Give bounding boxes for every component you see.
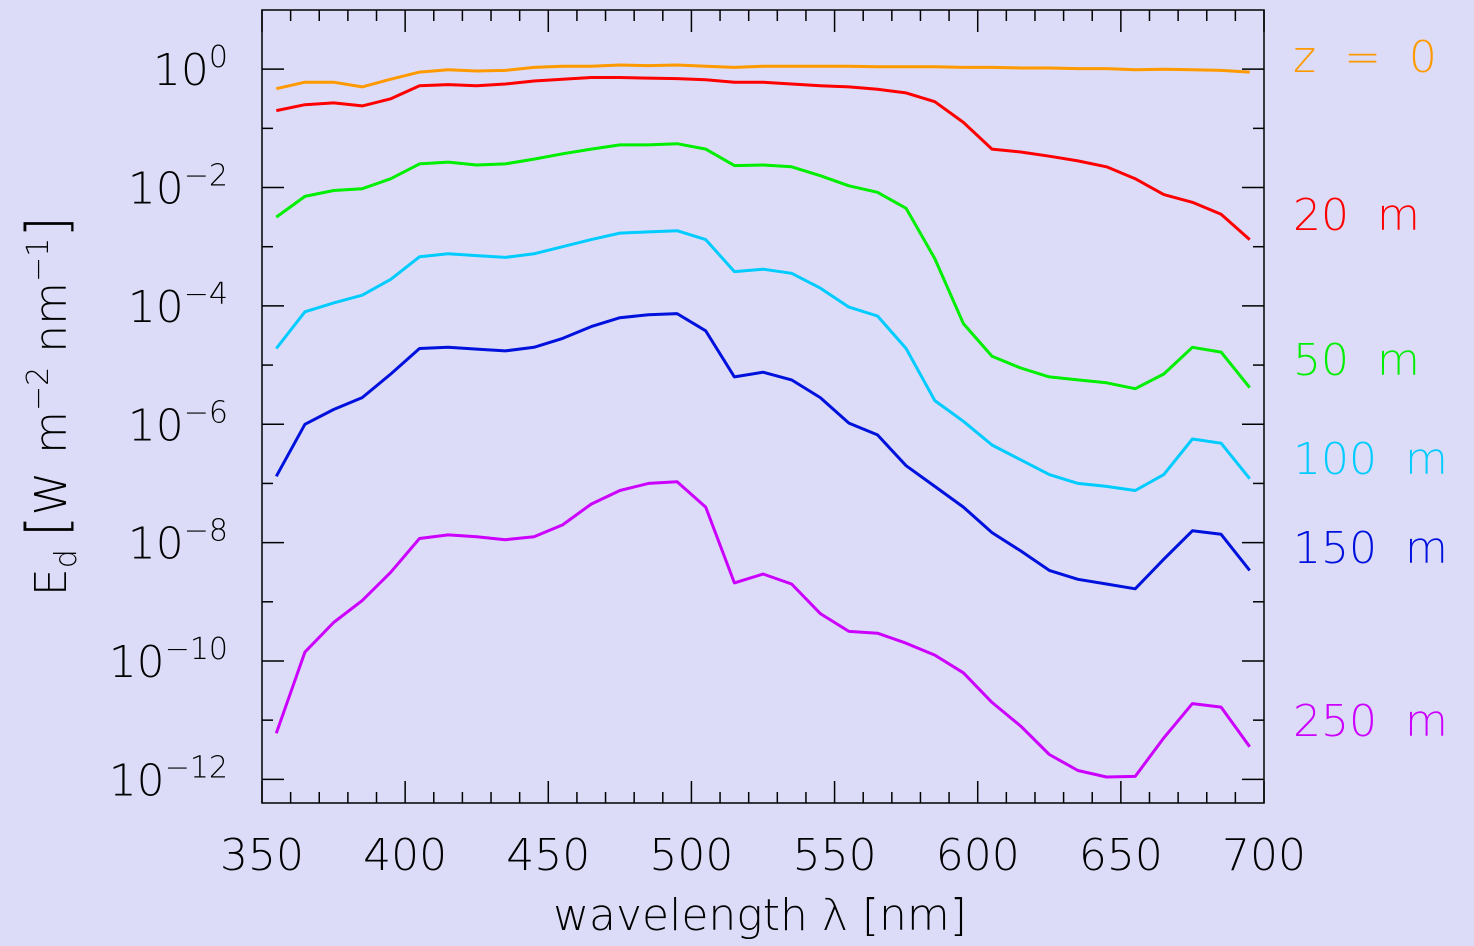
series-line-3 <box>275 229 1251 492</box>
series-lines <box>274 63 1251 779</box>
x-tick-label-700: 700 <box>1222 830 1306 881</box>
y-tick-label--12: 10−12 <box>109 750 228 806</box>
x-axis-ticks <box>261 10 1265 803</box>
y-tick-label-0: 100 <box>153 40 228 96</box>
x-tick-label-550: 550 <box>793 830 877 881</box>
series-label-1: 20 m <box>1293 190 1420 241</box>
series-label-2: 50 m <box>1293 335 1420 386</box>
y-tick-label--10: 10−10 <box>109 632 228 688</box>
plot-frame <box>261 9 1265 804</box>
x-tick-label-600: 600 <box>936 830 1020 881</box>
x-tick-label-400: 400 <box>363 830 447 881</box>
series-label-4: 150 m <box>1293 523 1448 574</box>
y-tick-label--8: 10−8 <box>128 514 228 570</box>
y-axis-tick-labels: 100 10−2 10−4 10−6 10−8 10−10 10−12 <box>109 40 228 806</box>
series-line-2 <box>275 142 1251 391</box>
y-axis-title-subscript: d <box>49 549 84 568</box>
y-axis-title-exp2: −1 <box>21 238 56 282</box>
y-tick-label--2: 10−2 <box>128 159 228 215</box>
y-axis-title-watt: W <box>26 472 77 516</box>
x-axis-title: wavelength λ [nm] <box>553 890 967 941</box>
x-tick-label-650: 650 <box>1079 830 1163 881</box>
y-tick-label--4: 10−4 <box>128 277 228 333</box>
series-label-3: 100 m <box>1293 434 1448 485</box>
x-axis-tick-labels: 350 400 450 500 550 600 650 700 <box>220 830 1306 881</box>
y-axis-title-bracket-close: ] <box>15 216 80 238</box>
series-line-0 <box>275 63 1250 91</box>
y-axis-title-exp1: −2 <box>21 367 56 411</box>
x-tick-label-450: 450 <box>506 830 590 881</box>
series-label-5: 250 m <box>1293 696 1448 747</box>
series-annotations: z = 0 20 m 50 m 100 m 150 m 250 m <box>1293 32 1448 747</box>
y-axis-title: Ed [Wm−2 nm−1] <box>15 216 84 596</box>
series-line-4 <box>274 312 1251 591</box>
y-axis-ticks <box>262 68 1264 781</box>
y-axis-title-symbol: E <box>26 568 77 596</box>
series-line-5 <box>274 480 1251 779</box>
x-tick-label-350: 350 <box>220 830 304 881</box>
y-axis-title-bracket-open: [ <box>15 515 80 537</box>
svg-text:Ed[Wm−2nm−1]: Ed [Wm−2 nm−1] <box>15 216 84 596</box>
series-line-1 <box>275 76 1251 241</box>
series-label-0: z = 0 <box>1293 32 1437 83</box>
y-tick-label--6: 10−6 <box>128 395 228 451</box>
y-axis-title-metre: m <box>26 411 77 454</box>
x-tick-label-500: 500 <box>649 830 733 881</box>
y-axis-title-nm: nm <box>26 282 77 353</box>
